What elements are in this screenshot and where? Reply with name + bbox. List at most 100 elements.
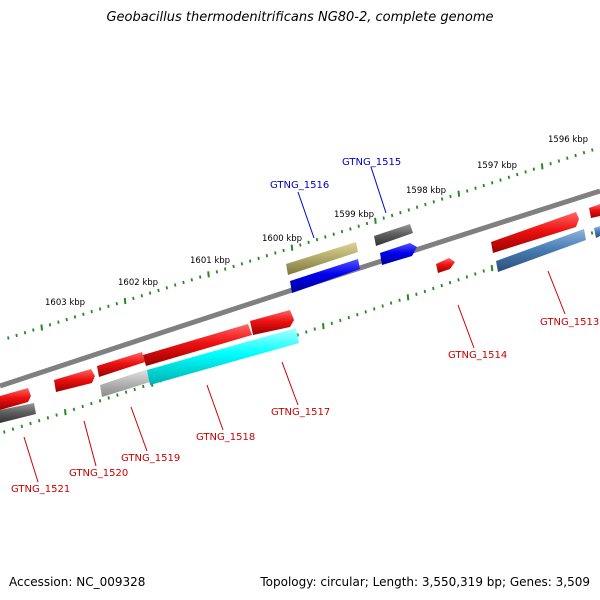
ruler-major-tick bbox=[207, 271, 210, 278]
ruler-minor-tick bbox=[449, 194, 452, 199]
gene-label-gtng-1521[interactable]: GTNG_1521 bbox=[11, 484, 70, 495]
ruler-minor-tick bbox=[182, 280, 185, 285]
ruler-minor-tick bbox=[398, 298, 401, 302]
ruler-minor-tick bbox=[274, 251, 277, 255]
gene-feature[interactable] bbox=[491, 212, 579, 253]
ruler-minor-tick bbox=[305, 330, 308, 334]
tick-label: 1603 kbp bbox=[45, 298, 85, 308]
ruler-minor-tick bbox=[157, 288, 160, 293]
ruler-minor-tick bbox=[148, 291, 152, 295]
gene-label-gtng-1516[interactable]: GTNG_1516 bbox=[270, 180, 329, 191]
ruler-minor-tick bbox=[474, 272, 477, 276]
ruler-minor-tick bbox=[199, 275, 202, 279]
ruler-minor-tick bbox=[357, 224, 360, 228]
ruler-minor-tick bbox=[73, 315, 77, 319]
ruler-minor-tick bbox=[440, 283, 443, 288]
ruler-minor-tick bbox=[132, 296, 135, 301]
ruler-minor-tick bbox=[440, 197, 444, 201]
ruler-minor-tick bbox=[142, 384, 145, 389]
ruler-minor-tick bbox=[107, 396, 110, 400]
tick-label: 1602 kbp bbox=[118, 278, 158, 288]
ruler-minor-tick bbox=[20, 424, 23, 428]
ruler-minor-tick bbox=[38, 419, 41, 423]
gene-label-gtng-1520[interactable]: GTNG_1520 bbox=[69, 468, 128, 479]
ruler-minor-tick bbox=[249, 259, 252, 263]
gene-feature[interactable] bbox=[374, 224, 413, 246]
gene-feature[interactable] bbox=[0, 388, 31, 410]
ruler-minor-tick bbox=[381, 304, 384, 308]
gene-feature[interactable] bbox=[100, 369, 150, 397]
gene-feature[interactable] bbox=[589, 204, 600, 218]
ruler-minor-tick bbox=[389, 301, 393, 305]
gene-label-gtng-1519[interactable]: GTNG_1519 bbox=[121, 453, 180, 464]
ruler-major-tick bbox=[540, 163, 544, 170]
ruler-minor-tick bbox=[124, 390, 128, 394]
ruler-major-tick bbox=[64, 409, 67, 416]
ruler-minor-tick bbox=[532, 167, 536, 171]
gene-feature[interactable] bbox=[54, 369, 95, 392]
ruler-minor-tick bbox=[224, 267, 227, 271]
ruler-minor-tick bbox=[424, 202, 427, 207]
ruler-minor-tick bbox=[347, 315, 350, 320]
gene-feature[interactable] bbox=[147, 328, 299, 385]
ruler-minor-tick bbox=[11, 427, 15, 431]
ruler-minor-tick bbox=[591, 148, 594, 152]
ruler-minor-tick bbox=[15, 333, 18, 338]
gene-label-gtng-1517[interactable]: GTNG_1517 bbox=[271, 407, 330, 418]
ruler-minor-tick bbox=[107, 304, 110, 308]
gene-feature[interactable] bbox=[286, 242, 358, 275]
ruler-minor-tick bbox=[432, 286, 435, 291]
ruler-minor-tick bbox=[382, 216, 385, 220]
gene-label-gtng-1514[interactable]: GTNG_1514 bbox=[448, 350, 507, 361]
ruler-minor-tick bbox=[474, 186, 477, 190]
ruler-minor-tick bbox=[516, 172, 519, 177]
ruler-upper bbox=[7, 148, 594, 340]
gene-feature[interactable] bbox=[380, 243, 417, 265]
ruler-minor-tick bbox=[356, 313, 359, 317]
features-lower bbox=[0, 310, 299, 423]
gene-label-gtng-1515[interactable]: GTNG_1515 bbox=[342, 157, 401, 168]
ruler-minor-tick bbox=[46, 416, 50, 420]
ruler-minor-tick bbox=[307, 240, 310, 244]
ruler-minor-tick bbox=[116, 393, 119, 397]
gene-feature[interactable] bbox=[496, 229, 586, 272]
tick-label: 1597 kbp bbox=[477, 161, 517, 171]
ruler-minor-tick bbox=[390, 213, 394, 218]
ruler-major-tick bbox=[406, 294, 410, 301]
tick-label: 1596 kbp bbox=[548, 135, 588, 145]
ruler-minor-tick bbox=[566, 156, 569, 160]
gene-label-gtng-1513[interactable]: GTNG_1513 bbox=[540, 317, 599, 328]
ruler-minor-tick bbox=[466, 189, 469, 193]
ruler-minor-tick bbox=[315, 237, 319, 242]
ruler-minor-tick bbox=[482, 269, 485, 273]
ruler-minor-tick bbox=[3, 430, 6, 434]
ruler-minor-tick bbox=[23, 331, 27, 335]
ruler-minor-tick bbox=[423, 289, 427, 294]
ruler-minor-tick bbox=[72, 407, 76, 411]
gene-feature[interactable] bbox=[143, 324, 252, 366]
gene-feature[interactable] bbox=[97, 352, 145, 377]
features-upper bbox=[286, 204, 600, 293]
ruler-minor-tick bbox=[65, 317, 68, 322]
ruler-minor-tick bbox=[257, 256, 260, 261]
ruler-major-tick bbox=[123, 297, 127, 305]
gene-label-gtng-1518[interactable]: GTNG_1518 bbox=[196, 432, 255, 443]
ruler-minor-tick bbox=[415, 205, 419, 209]
ruler-minor-tick bbox=[232, 264, 235, 269]
ruler-minor-tick bbox=[590, 231, 594, 235]
ruler-major-tick bbox=[40, 324, 43, 331]
ruler-minor-tick bbox=[98, 307, 102, 311]
ruler-minor-tick bbox=[465, 275, 469, 279]
gene-feature[interactable] bbox=[0, 403, 36, 423]
ruler-minor-tick bbox=[373, 307, 376, 311]
ruler-major-tick bbox=[457, 190, 461, 197]
gene-feature[interactable] bbox=[250, 310, 294, 335]
tick-label: 1599 kbp bbox=[334, 210, 374, 220]
ruler-minor-tick bbox=[399, 211, 402, 215]
gene-feature[interactable] bbox=[290, 259, 360, 293]
ruler-minor-tick bbox=[324, 235, 327, 239]
ruler-minor-tick bbox=[332, 232, 335, 236]
ruler-minor-tick bbox=[499, 178, 502, 182]
gene-feature[interactable] bbox=[436, 258, 455, 273]
gene-feature[interactable] bbox=[594, 226, 600, 238]
